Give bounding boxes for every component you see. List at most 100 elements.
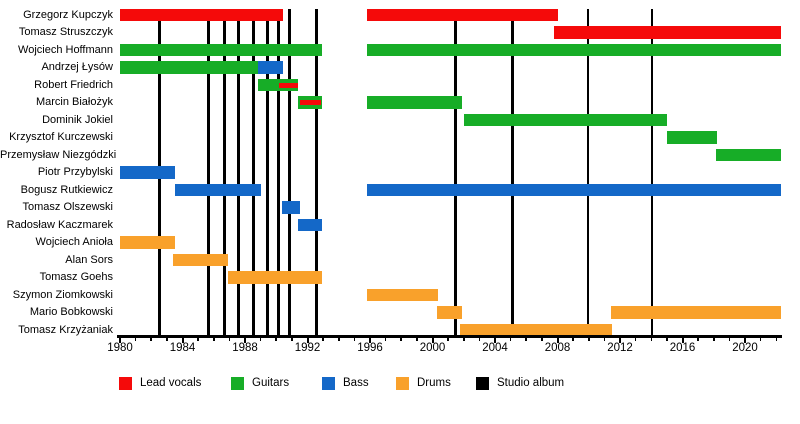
axis-tick-minor — [259, 337, 262, 341]
tenure-bar-guitars — [366, 96, 463, 109]
axis-tick-label: 2020 — [732, 341, 758, 354]
axis-tick-minor — [291, 337, 293, 341]
axis-tick-minor — [337, 337, 340, 341]
tenure-bar-guitars — [463, 113, 667, 127]
axis-tick-label: 2000 — [419, 341, 446, 354]
axis-tick-minor — [603, 337, 606, 341]
tenure-bar-guitars — [366, 43, 781, 57]
axis-tick-major — [619, 337, 622, 343]
member-name-label: Tomasz Krzyżaniak — [18, 323, 113, 336]
member-name-label: Mario Bobkowski — [29, 306, 113, 318]
axis-tick-minor — [150, 337, 153, 341]
member-name-label: Grzegorz Kupczyk — [23, 8, 113, 21]
member-name-label: Andrzej Łysów — [41, 61, 113, 73]
axis-tick-minor — [322, 337, 324, 341]
axis-tick-minor — [353, 337, 356, 341]
axis-tick-minor — [713, 337, 715, 341]
axis-tick-minor — [478, 337, 481, 341]
axis-tick-major — [306, 337, 309, 343]
axis-tick-minor — [587, 337, 590, 341]
axis-tick-label: 1992 — [294, 341, 321, 354]
axis-tick-minor — [759, 337, 762, 341]
member-name-label: Krzysztof Kurczewski — [9, 131, 113, 143]
studio-album-line — [315, 9, 319, 337]
axis-tick-minor — [634, 337, 637, 341]
tenure-bar-bass — [120, 166, 175, 179]
legend-swatch-guitars — [231, 377, 244, 390]
axis-tick-major — [244, 337, 246, 343]
axis-tick-minor — [228, 337, 231, 341]
legend-swatch-bass — [322, 377, 335, 390]
axis-tick-label: 1984 — [169, 341, 196, 354]
role-overlay-bar-lead_vocals — [299, 100, 321, 105]
axis-tick-label: 2016 — [669, 341, 696, 354]
axis-tick-minor — [447, 337, 449, 341]
axis-tick-minor — [525, 337, 528, 341]
axis-tick-major — [681, 337, 684, 343]
axis-tick-minor — [275, 337, 278, 341]
axis-tick-minor — [666, 337, 668, 341]
tenure-bar-drums — [120, 236, 175, 249]
tenure-bar-drums — [366, 288, 438, 302]
tenure-bar-bass — [257, 61, 283, 74]
axis-tick-minor — [416, 337, 418, 341]
axis-tick-minor — [650, 337, 653, 341]
tenure-bar-drums — [459, 323, 613, 337]
tenure-bar-guitars — [716, 148, 781, 162]
axis-tick-minor — [462, 337, 465, 341]
studio-album-line — [266, 9, 270, 337]
legend-label: Drums — [417, 376, 451, 389]
x-axis-line — [117, 334, 782, 338]
member-name-label: Wojciech Anioła — [35, 236, 113, 248]
studio-album-line — [237, 9, 241, 337]
studio-album-line — [252, 9, 255, 337]
member-name-label: Robert Friedrich — [34, 78, 113, 91]
axis-tick-minor — [134, 337, 137, 341]
legend-label: Lead vocals — [140, 376, 202, 389]
legend-label: Guitars — [252, 376, 290, 389]
axis-tick-minor — [197, 337, 199, 341]
legend-label: Bass — [343, 376, 369, 389]
tenure-bar-lead_vocals — [366, 8, 558, 22]
axis-tick-major — [556, 337, 559, 343]
axis-tick-major — [181, 337, 184, 343]
member-name-label: Dominik Jokiel — [42, 113, 113, 126]
studio-album-line — [453, 9, 457, 337]
axis-tick-label: 2008 — [544, 341, 571, 354]
member-name-label: Szymon Ziomkowski — [12, 288, 113, 301]
role-overlay-bar-lead_vocals — [279, 82, 299, 88]
member-name-label: Tomasz Goehs — [39, 271, 113, 283]
tenure-bar-drums — [173, 253, 228, 267]
legend-swatch-lead-vocals — [119, 377, 132, 390]
axis-tick-major — [431, 337, 434, 343]
axis-tick-label: 2012 — [607, 341, 633, 354]
member-name-label: Przemysław Niezgódzki — [0, 148, 117, 161]
tenure-bar-guitars — [257, 78, 299, 92]
tenure-bar-guitars — [120, 43, 322, 57]
axis-tick-minor — [212, 337, 215, 341]
axis-tick-minor — [775, 337, 778, 341]
legend-swatch-drums — [396, 377, 409, 390]
member-name-label: Piotr Przybylski — [37, 166, 113, 178]
studio-album-line — [586, 9, 590, 337]
axis-tick-major — [494, 337, 497, 343]
member-name-label: Alan Sors — [65, 253, 113, 266]
axis-tick-label: 2004 — [482, 341, 508, 354]
studio-album-line — [650, 9, 654, 337]
axis-tick-label: 1996 — [357, 341, 383, 354]
axis-tick-label: 1980 — [107, 341, 133, 354]
tenure-bar-bass — [174, 183, 261, 197]
axis-tick-major — [119, 337, 121, 343]
axis-tick-minor — [509, 337, 512, 341]
tenure-bar-bass — [366, 183, 781, 197]
member-name-label: Tomasz Olszewski — [22, 201, 113, 213]
legend-swatch-studio-album — [476, 377, 489, 390]
axis-tick-minor — [400, 337, 403, 341]
tenure-bar-drums — [437, 306, 463, 319]
tenure-bar-lead_vocals — [120, 8, 283, 22]
axis-tick-minor — [384, 337, 387, 341]
studio-album-line — [510, 9, 514, 337]
studio-album-line — [206, 9, 210, 337]
axis-tick-minor — [541, 337, 543, 341]
